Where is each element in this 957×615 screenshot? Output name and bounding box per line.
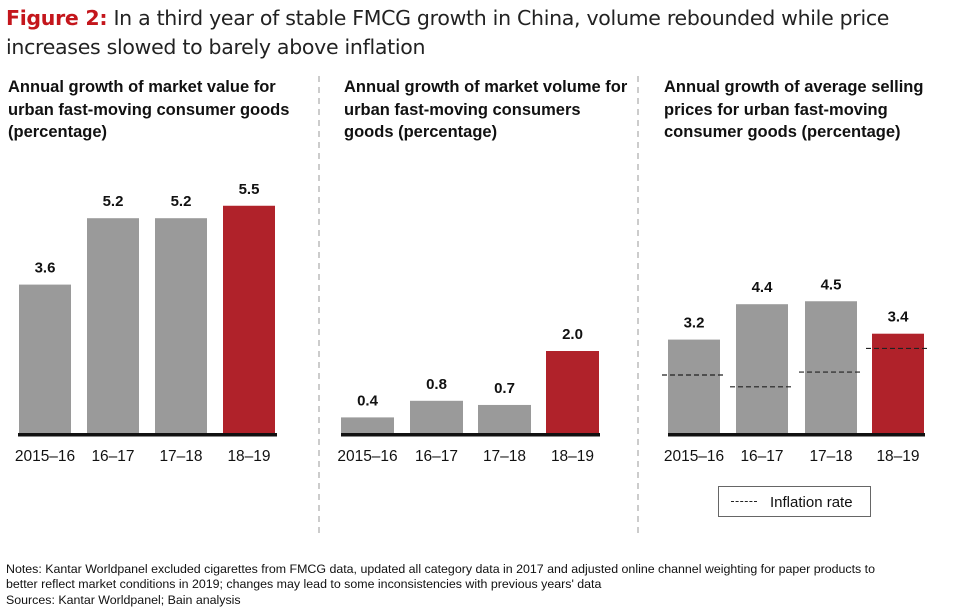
value-label-p3-2: 4.4	[752, 279, 774, 296]
axis-baseline-p1	[18, 433, 277, 437]
bar-p1-2	[87, 218, 139, 434]
value-label-p3-4: 3.4	[888, 309, 910, 326]
bar-p1-4	[223, 205, 275, 434]
bar-p3-4	[872, 333, 924, 434]
value-label-p1-4: 5.5	[239, 181, 260, 198]
bar-p2-3	[478, 404, 531, 434]
value-label-p1-3: 5.2	[171, 193, 192, 210]
value-label-p2-2: 0.8	[426, 376, 447, 393]
panel-title-market-volume: Annual growth of market volume for urban…	[344, 78, 628, 141]
bar-p1-3	[155, 218, 207, 434]
panel-title-market-value: Annual growth of market value for urban …	[8, 78, 290, 141]
value-label-p3-3: 4.5	[821, 276, 842, 293]
bar-p3-1	[668, 339, 720, 434]
notes-block: Notes: Kantar Worldpanel excluded cigare…	[6, 562, 951, 608]
bar-p2-4	[546, 351, 599, 434]
legend-dash-icon	[731, 501, 757, 502]
value-label-p2-4: 2.0	[562, 326, 583, 343]
notes-line-2: better reflect market conditions in 2019…	[6, 577, 602, 592]
bar-p2-1	[341, 417, 394, 434]
bar-p3-3	[805, 301, 857, 434]
figure-title: Figure 2: In a third year of stable FMCG…	[6, 4, 951, 62]
legend-box: Inflation rate	[718, 486, 871, 517]
axis-baseline-p2	[341, 433, 600, 437]
notes-line-1: Notes: Kantar Worldpanel excluded cigare…	[6, 562, 876, 576]
axis-baseline-p3	[668, 433, 925, 437]
bar-p2-2	[410, 400, 463, 434]
category-label-p3-2: 16–17	[740, 448, 783, 465]
category-label-p2-2: 16–17	[415, 448, 458, 465]
value-label-p1-1: 3.6	[35, 260, 56, 277]
value-label-p2-3: 0.7	[494, 380, 515, 397]
category-label-p2-1: 2015–16	[337, 448, 397, 465]
category-label-p2-3: 17–18	[483, 448, 526, 465]
category-label-p1-2: 16–17	[91, 448, 134, 465]
category-label-p3-3: 17–18	[809, 448, 852, 465]
bar-p3-2	[736, 304, 788, 434]
figure-label: Figure 2:	[6, 6, 108, 30]
category-label-p3-1: 2015–16	[664, 448, 724, 465]
value-label-p1-2: 5.2	[103, 193, 124, 210]
sources-line: Sources: Kantar Worldpanel; Bain analysi…	[6, 592, 241, 607]
value-label-p3-1: 3.2	[684, 315, 705, 332]
value-label-p2-1: 0.4	[357, 392, 379, 409]
bar-p1-1	[19, 284, 71, 434]
panel-title-average-selling-prices: Annual growth of average selling prices …	[664, 78, 924, 141]
category-label-p1-3: 17–18	[159, 448, 202, 465]
category-label-p2-4: 18–19	[551, 448, 594, 465]
legend-label-inflation-rate: Inflation rate	[770, 494, 853, 511]
category-label-p1-1: 2015–16	[15, 448, 75, 465]
category-label-p3-4: 18–19	[876, 448, 919, 465]
figure-title-text: In a third year of stable FMCG growth in…	[6, 6, 890, 59]
category-label-p1-4: 18–19	[227, 448, 270, 465]
